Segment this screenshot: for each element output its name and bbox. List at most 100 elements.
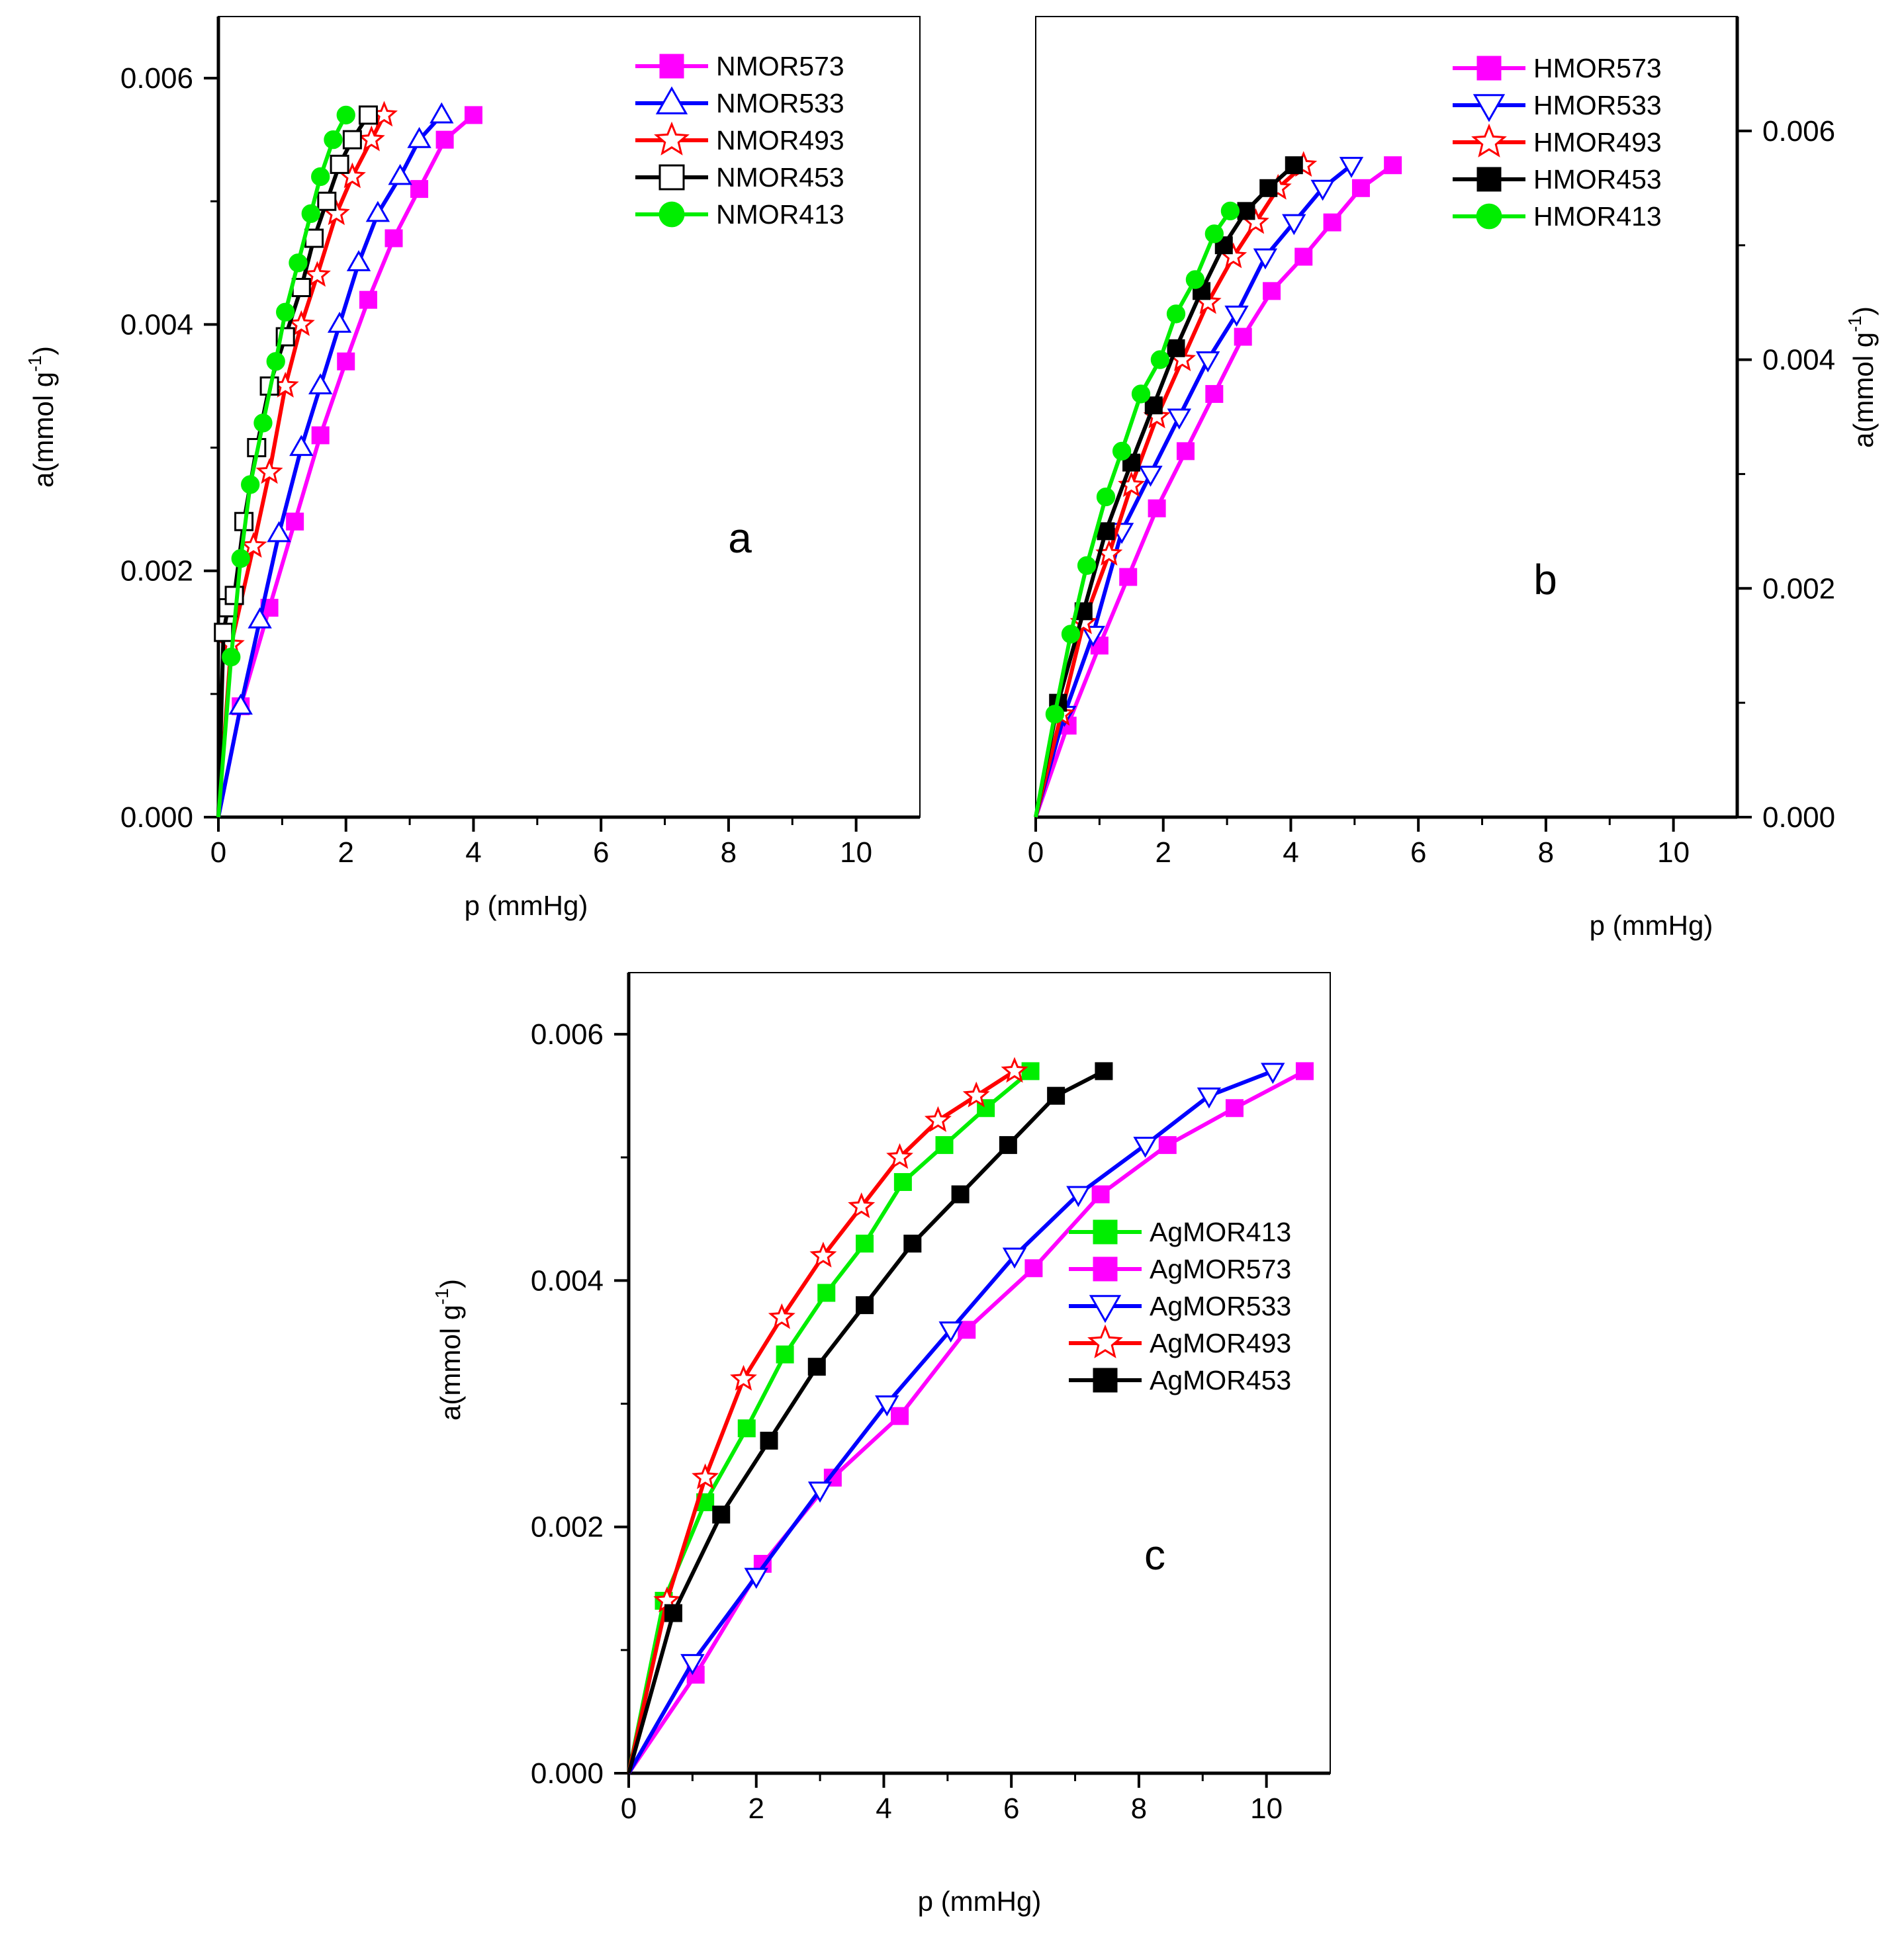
legend-marker xyxy=(1471,123,1507,157)
legend-label: AgMOR493 xyxy=(1150,1328,1291,1358)
data-point xyxy=(856,1235,874,1253)
data-point xyxy=(359,290,377,309)
x-tick-label: 2 xyxy=(338,836,353,869)
data-point xyxy=(330,154,349,174)
data-point xyxy=(266,352,285,371)
panel-c-plot: 0 2 4 6 8 100.0000.0020.0040.006AgMOR413AgMOR… xyxy=(531,972,1331,1825)
data-point xyxy=(1096,487,1116,507)
x-tick-label: 4 xyxy=(1283,836,1298,869)
data-point xyxy=(240,531,267,558)
legend-item: AgMOR453 xyxy=(1069,1365,1291,1395)
series-hmor573 xyxy=(1034,156,1402,818)
data-point xyxy=(267,521,291,543)
data-point xyxy=(1001,1057,1028,1083)
data-point xyxy=(365,200,390,222)
data-point xyxy=(1384,156,1402,175)
data-point xyxy=(962,1081,990,1108)
data-point xyxy=(1263,282,1281,300)
data-point xyxy=(935,1136,954,1155)
panel-b-plot: 0 2 4 6 8 10 0.000 0.002 0.004 0.006 HMOR573 HMOR53… xyxy=(1028,16,1835,869)
legend-label: NMOR453 xyxy=(716,162,844,193)
data-point xyxy=(385,229,403,247)
x-tick-label: 6 xyxy=(1410,836,1426,869)
data-point xyxy=(337,352,355,371)
data-point xyxy=(1214,236,1233,255)
data-point xyxy=(744,1567,768,1589)
data-point xyxy=(407,126,431,148)
legend-label: AgMOR573 xyxy=(1150,1254,1291,1284)
data-point xyxy=(848,1192,876,1219)
y-tick-label: 0.004 xyxy=(1762,344,1835,376)
y-tick-label: 0.004 xyxy=(120,308,193,341)
data-point xyxy=(1002,1247,1027,1269)
legend-marker xyxy=(1093,1368,1118,1393)
data-point xyxy=(358,105,378,125)
x-tick-label: 4 xyxy=(465,836,481,869)
data-point xyxy=(1259,179,1278,197)
panel-a-y-label: a(mmol g-1) xyxy=(24,346,59,488)
x-tick-label: 6 xyxy=(1003,1792,1019,1825)
series-nmor493 xyxy=(216,101,398,818)
legend-item: NMOR453 xyxy=(635,162,844,193)
legend-label: HMOR533 xyxy=(1533,90,1662,120)
data-point xyxy=(1205,384,1224,403)
data-point xyxy=(1133,1137,1157,1158)
legend-marker xyxy=(655,86,688,114)
x-tick-label: 2 xyxy=(748,1792,764,1825)
data-point xyxy=(1234,328,1252,346)
legend-item: NMOR493 xyxy=(635,121,844,155)
data-point xyxy=(938,1321,963,1343)
data-point xyxy=(1339,157,1364,178)
series-nmor573 xyxy=(216,106,482,818)
data-point xyxy=(342,130,362,150)
data-point xyxy=(768,1303,795,1329)
data-point xyxy=(303,261,331,287)
legend-marker xyxy=(1476,56,1502,81)
data-point xyxy=(1195,351,1220,373)
panel-a-x-label: p (mmHg) xyxy=(465,890,588,921)
data-point xyxy=(712,1505,731,1524)
y-tick-label: 0.000 xyxy=(120,801,193,834)
legend-label: HMOR573 xyxy=(1533,53,1662,83)
data-point xyxy=(809,1241,837,1268)
data-point xyxy=(1119,568,1138,586)
legend-marker xyxy=(1087,1324,1123,1358)
data-point xyxy=(1166,304,1186,324)
legend-label: NMOR533 xyxy=(716,88,844,118)
data-point xyxy=(1091,1185,1110,1204)
x-tick-label: 6 xyxy=(593,836,609,869)
data-point xyxy=(760,1431,778,1450)
data-point xyxy=(324,130,343,150)
data-point xyxy=(1112,441,1132,461)
legend: AgMOR413 AgMOR573 AgMOR533 AgMOR493 AgMOR453 xyxy=(1069,1217,1291,1395)
data-point xyxy=(241,475,260,494)
data-point xyxy=(336,105,355,125)
legend-label: HMOR493 xyxy=(1533,127,1662,157)
data-point xyxy=(1138,465,1163,487)
data-point xyxy=(1225,1099,1244,1118)
data-point xyxy=(1197,1087,1222,1109)
data-point xyxy=(388,163,412,185)
x-tick-label: 8 xyxy=(1538,836,1554,869)
legend-label: NMOR413 xyxy=(716,199,844,230)
y-label-close: ) xyxy=(28,346,59,355)
data-point xyxy=(231,549,250,568)
x-tick-label: 0 xyxy=(210,836,226,869)
data-point xyxy=(1282,214,1306,236)
data-point xyxy=(951,1185,970,1204)
legend-label: HMOR453 xyxy=(1533,164,1662,195)
data-point xyxy=(1167,408,1192,430)
legend-marker xyxy=(1476,203,1502,230)
y-label-superscript: -1 xyxy=(24,355,45,372)
y-label-close: ) xyxy=(435,1279,466,1288)
data-point xyxy=(776,1345,794,1364)
data-point xyxy=(680,1653,705,1675)
data-point xyxy=(311,426,330,445)
data-point xyxy=(856,1296,874,1315)
panel-c-letter: c xyxy=(1144,1531,1165,1579)
legend-item: NMOR573 xyxy=(635,51,844,81)
y-tick-label: 0.006 xyxy=(1762,115,1835,148)
y-label-close: ) xyxy=(1848,306,1879,316)
panel-c-y-label: a(mmol g-1) xyxy=(431,1279,466,1421)
